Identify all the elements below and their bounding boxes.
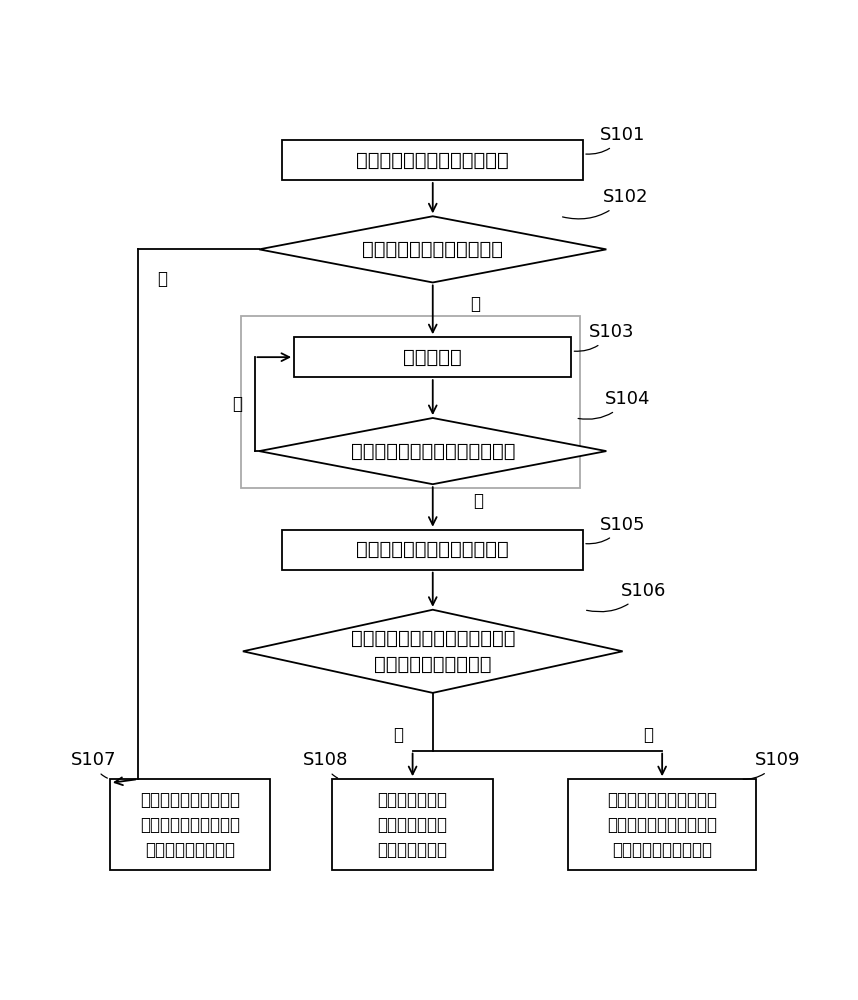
Bar: [568, 779, 756, 870]
Text: 降低洗涤节拍的强度，并
根据降低强度后的洗涤节
拍控制洗衣机进行洗涤: 降低洗涤节拍的强度，并 根据降低强度后的洗涤节 拍控制洗衣机进行洗涤: [607, 791, 717, 859]
Bar: [282, 140, 583, 180]
Polygon shape: [259, 216, 607, 282]
Text: S108: S108: [303, 751, 348, 778]
Text: S106: S106: [587, 582, 667, 612]
Text: 是: 是: [473, 492, 483, 510]
Text: 对洗衣机进行第二次模糊称重: 对洗衣机进行第二次模糊称重: [356, 540, 509, 559]
Text: 洗衣机进水: 洗衣机进水: [403, 348, 462, 367]
Bar: [294, 337, 571, 377]
Text: S101: S101: [586, 126, 645, 154]
Text: 按照高负载对应
的洗涤节拍和进
水水位进行洗涤: 按照高负载对应 的洗涤节拍和进 水水位进行洗涤: [378, 791, 448, 859]
Bar: [240, 316, 580, 488]
Text: 洗衣机当前负载为高负载？: 洗衣机当前负载为高负载？: [362, 240, 504, 259]
Text: S104: S104: [578, 390, 650, 419]
Bar: [110, 779, 270, 870]
Text: 根据第二次模糊称重的结果判断
当前负载是否为高负载: 根据第二次模糊称重的结果判断 当前负载是否为高负载: [351, 629, 515, 674]
Text: 否: 否: [158, 270, 167, 288]
Text: S105: S105: [586, 516, 646, 544]
Text: 对洗衣机进行第一次模糊称重: 对洗衣机进行第一次模糊称重: [356, 151, 509, 170]
Text: S107: S107: [71, 751, 117, 778]
Polygon shape: [259, 418, 607, 484]
Polygon shape: [243, 610, 623, 693]
Text: S103: S103: [574, 323, 634, 351]
Text: S102: S102: [563, 188, 648, 219]
Bar: [282, 530, 583, 570]
Text: 洗衣机中的水位达到预设水位？: 洗衣机中的水位达到预设水位？: [351, 442, 515, 461]
Text: 否: 否: [644, 726, 653, 744]
Text: 是: 是: [470, 295, 480, 313]
Bar: [332, 779, 492, 870]
Text: 是: 是: [394, 726, 403, 744]
Text: 按照称重结果例如按照
低负载对应的洗涤节拍
和进水水位进行洗涤: 按照称重结果例如按照 低负载对应的洗涤节拍 和进水水位进行洗涤: [140, 791, 240, 859]
Text: 否: 否: [233, 395, 243, 413]
Text: S109: S109: [743, 751, 800, 779]
